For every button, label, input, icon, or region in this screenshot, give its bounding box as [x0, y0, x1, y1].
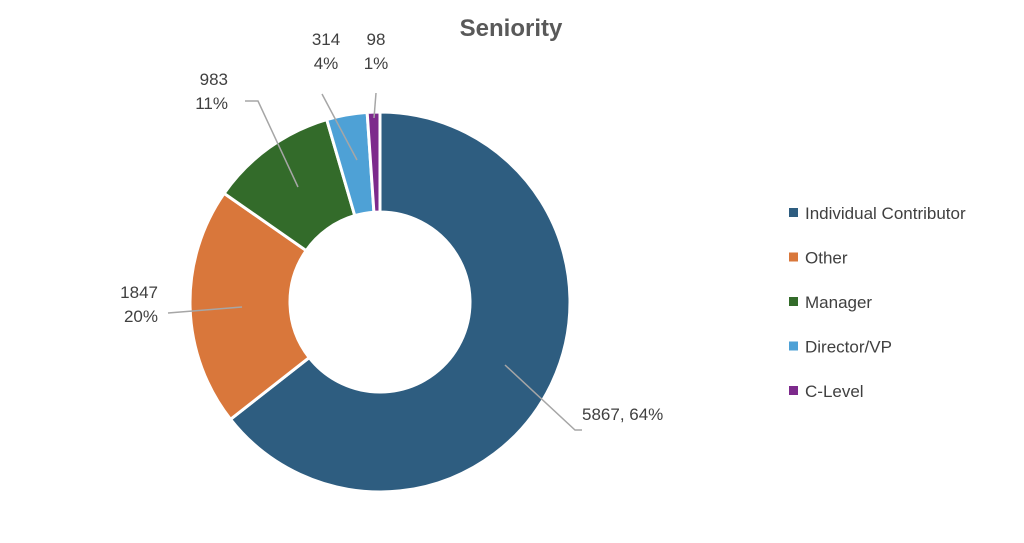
- slice-individual-contributor: [228, 110, 572, 494]
- leader-line-director-vp: [321, 93, 358, 161]
- legend-swatch-manager: [789, 297, 798, 306]
- data-labels: 5867, 64% 1847 20% 983 11% 314 4% 98 1%: [120, 30, 663, 424]
- legend-item-director-vp: Director/VP: [789, 338, 892, 357]
- legend-item-individual-contributor: Individual Contributor: [789, 204, 966, 223]
- data-label-c-level: 98 1%: [364, 30, 389, 73]
- leader-line-c-level: [373, 92, 377, 119]
- legend-item-c-level: C-Level: [789, 382, 864, 401]
- legend-label-director-vp: Director/VP: [805, 338, 892, 357]
- slice-other: [188, 191, 312, 422]
- legend-swatch-individual-contributor: [789, 208, 798, 217]
- slice-c-level: [365, 110, 382, 214]
- legend-swatch-other: [789, 252, 798, 262]
- legend-label-other: Other: [805, 249, 848, 268]
- legend-label-individual-contributor: Individual Contributor: [805, 204, 966, 223]
- legend: Individual Contributor Other Manager Direct…: [789, 204, 966, 401]
- legend-label-manager: Manager: [805, 293, 872, 312]
- leader-lines: [167, 92, 582, 431]
- legend-item-other: Other: [789, 249, 848, 268]
- data-label-individual-contributor: 5867, 64%: [582, 405, 663, 424]
- data-label-director-vp: 314 4%: [312, 30, 340, 73]
- donut-slices: [188, 110, 572, 494]
- legend-swatch-c-level: [789, 386, 798, 395]
- leader-line-individual-contributor: [504, 364, 582, 431]
- chart-title: Seniority: [460, 15, 563, 42]
- legend-swatch-director-vp: [789, 341, 798, 351]
- data-label-manager: 983 11%: [195, 70, 228, 113]
- leader-line-other: [167, 306, 243, 314]
- legend-item-manager: Manager: [789, 293, 872, 312]
- leader-line-manager: [245, 100, 299, 188]
- legend-label-c-level: C-Level: [805, 382, 864, 401]
- data-label-other: 1847 20%: [120, 283, 158, 326]
